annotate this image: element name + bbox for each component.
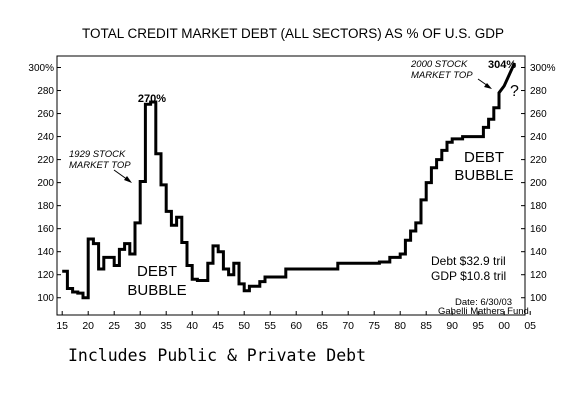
left-tick-label: 280 xyxy=(37,86,54,97)
bottom-tick-label: 30 xyxy=(134,320,146,332)
right-axis-ticks: 300% 280 260 240 220 200 180 160 140 120 100 xyxy=(521,63,556,304)
top-2000-label-line2: MARKET TOP xyxy=(411,70,473,81)
left-tick-label: 140 xyxy=(37,247,54,258)
right-tick-label: 200 xyxy=(530,178,547,189)
bottom-tick-label: 05 xyxy=(524,320,536,332)
bottom-tick-label: 75 xyxy=(368,320,380,332)
left-tick-label: 160 xyxy=(37,224,54,235)
peak-2003-label: 304% xyxy=(488,59,516,71)
left-tick-label: 220 xyxy=(37,155,54,166)
top-1929-arrowhead xyxy=(124,176,132,183)
chart-title: TOTAL CREDIT MARKET DEBT (ALL SECTORS) A… xyxy=(82,26,504,41)
peak-1933-label: 270% xyxy=(138,93,166,105)
bubble-right-line2: BUBBLE xyxy=(454,167,513,184)
date-label: Date: 6/30/03 xyxy=(455,297,512,308)
bubble-left-line1: DEBT xyxy=(137,263,177,280)
bottom-tick-label: 35 xyxy=(160,320,172,332)
left-axis-ticks: 300% 280 260 240 220 200 180 160 140 120 100 xyxy=(28,63,61,304)
bottom-tick-label: 45 xyxy=(212,320,224,332)
question-mark: ? xyxy=(510,83,519,100)
left-tick-label: 240 xyxy=(37,132,54,143)
bottom-tick-label: 70 xyxy=(342,320,354,332)
debt-total-label: Debt $32.9 tril xyxy=(431,254,506,268)
right-tick-label: 120 xyxy=(530,270,547,281)
bottom-tick-label: 00 xyxy=(498,320,510,332)
top-2000-arrowhead xyxy=(484,83,492,89)
bubble-left-line2: BUBBLE xyxy=(127,282,186,299)
right-tick-label: 220 xyxy=(530,155,547,166)
bottom-tick-label: 80 xyxy=(394,320,406,332)
right-tick-label: 280 xyxy=(530,86,547,97)
bottom-tick-label: 25 xyxy=(108,320,120,332)
footer-note: Includes Public & Private Debt xyxy=(68,346,367,365)
right-tick-label: 300% xyxy=(530,63,556,74)
bottom-tick-label: 55 xyxy=(264,320,276,332)
bottom-tick-label: 40 xyxy=(186,320,198,332)
left-tick-label: 260 xyxy=(37,109,54,120)
bottom-tick-label: 15 xyxy=(56,320,68,332)
left-tick-label: 300% xyxy=(28,63,54,74)
bottom-tick-label: 50 xyxy=(238,320,250,332)
right-tick-label: 240 xyxy=(530,132,547,143)
source-label: Gabelli Mathers Fund xyxy=(438,306,529,317)
bottom-tick-label: 85 xyxy=(420,320,432,332)
bottom-tick-label: 65 xyxy=(316,320,328,332)
left-tick-label: 200 xyxy=(37,178,54,189)
left-tick-label: 120 xyxy=(37,270,54,281)
bottom-tick-label: 20 xyxy=(82,320,94,332)
left-tick-label: 180 xyxy=(37,201,54,212)
top-1929-label-line2: MARKET TOP xyxy=(69,160,131,171)
bottom-tick-label: 95 xyxy=(472,320,484,332)
right-tick-label: 140 xyxy=(530,247,547,258)
bottom-tick-label: 60 xyxy=(290,320,302,332)
series-line-debt-to-gdp xyxy=(62,62,516,300)
right-tick-label: 260 xyxy=(530,109,547,120)
bottom-tick-label: 90 xyxy=(446,320,458,332)
top-2000-label-line1: 2000 STOCK xyxy=(410,59,468,70)
top-1929-label-line1: 1929 STOCK xyxy=(69,149,126,160)
right-tick-label: 180 xyxy=(530,201,547,212)
left-tick-label: 100 xyxy=(37,293,54,304)
gdp-total-label: GDP $10.8 tril xyxy=(431,269,506,283)
right-tick-label: 160 xyxy=(530,224,547,235)
bubble-right-line1: DEBT xyxy=(464,149,504,166)
plot-frame xyxy=(56,55,526,316)
bottom-axis-ticks: 15 20 25 30 35 40 45 50 55 60 65 70 75 80 85 90 95 00 05 xyxy=(56,311,536,332)
right-tick-label: 100 xyxy=(530,293,547,304)
